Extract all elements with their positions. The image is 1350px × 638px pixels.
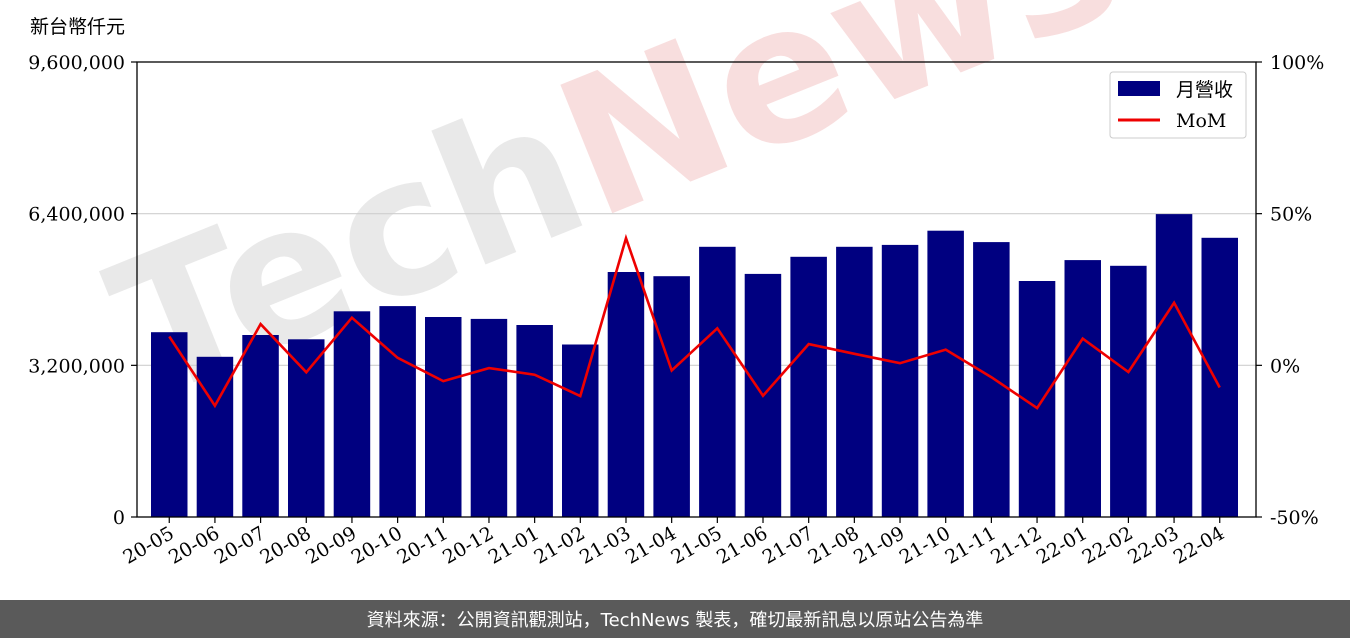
x-tick-label: 21-09 bbox=[850, 522, 908, 568]
bar-21-11 bbox=[973, 242, 1010, 517]
x-tick-label: 22-03 bbox=[1124, 522, 1182, 568]
x-tick-label: 21-02 bbox=[530, 522, 588, 568]
right-tick-label: 50% bbox=[1270, 204, 1312, 226]
x-tick-label: 21-06 bbox=[713, 522, 771, 568]
x-tick-label: 21-07 bbox=[759, 522, 817, 568]
watermark-part-news: News bbox=[530, 0, 1147, 261]
x-tick-label: 20-06 bbox=[165, 522, 223, 568]
left-tick-label: 3,200,000 bbox=[28, 355, 125, 377]
bar-21-09 bbox=[881, 244, 919, 517]
bar-21-01 bbox=[516, 325, 553, 517]
x-tick-label: 21-12 bbox=[987, 522, 1045, 568]
right-tick-label: 100% bbox=[1270, 52, 1324, 74]
bar-21-10 bbox=[927, 230, 964, 517]
bar-21-08 bbox=[836, 246, 873, 518]
left-axis: 0 3,200,000 6,400,000 9,600,000 bbox=[28, 52, 137, 529]
left-tick-label: 6,400,000 bbox=[28, 204, 125, 226]
x-tick-label: 21-01 bbox=[485, 522, 543, 568]
bar-22-03 bbox=[1155, 214, 1193, 517]
legend: 月營收 MoM bbox=[1109, 71, 1247, 139]
bar-21-07 bbox=[790, 256, 827, 517]
x-tick-label: 20-12 bbox=[439, 522, 497, 568]
legend-label-line: MoM bbox=[1176, 110, 1226, 132]
footer-bar: 資料來源：公開資訊觀測站，TechNews 製表，確切最新訊息以原站公告為準 bbox=[0, 600, 1350, 638]
right-axis: -50% 0% 50% 100% bbox=[1256, 52, 1324, 529]
right-tick-label: -50% bbox=[1270, 507, 1319, 529]
bar-21-04 bbox=[653, 276, 690, 517]
legend-swatch-bar bbox=[1118, 81, 1160, 96]
bar-21-02 bbox=[562, 344, 599, 517]
x-tick-label: 20-08 bbox=[256, 522, 314, 568]
right-tick-label: 0% bbox=[1270, 355, 1300, 377]
x-tick-label: 21-03 bbox=[576, 522, 634, 568]
bar-20-05 bbox=[151, 332, 188, 517]
footer-source-text: 資料來源：公開資訊觀測站，TechNews 製表，確切最新訊息以原站公告為準 bbox=[366, 610, 984, 631]
x-tick-label: 21-08 bbox=[804, 522, 862, 568]
x-tick-label: 20-11 bbox=[393, 522, 451, 568]
x-tick-label: 20-09 bbox=[302, 522, 360, 568]
bar-20-11 bbox=[425, 317, 462, 517]
y-unit-label: 新台幣仟元 bbox=[30, 16, 125, 38]
x-tick-label: 22-04 bbox=[1170, 522, 1228, 568]
mom-line bbox=[168, 233, 1221, 410]
plot-frame bbox=[136, 61, 1257, 518]
x-tick-label: 22-01 bbox=[1033, 522, 1091, 568]
x-tick-label: 21-05 bbox=[667, 522, 725, 568]
bar-22-04 bbox=[1201, 237, 1238, 518]
left-tick-label: 9,600,000 bbox=[28, 52, 125, 74]
x-tick-label: 20-10 bbox=[348, 522, 406, 568]
bar-20-08 bbox=[288, 339, 325, 517]
bar-20-10 bbox=[379, 306, 416, 517]
x-tick-label: 21-10 bbox=[896, 522, 954, 568]
bar-20-12 bbox=[470, 318, 508, 517]
x-tick-label: 20-05 bbox=[119, 522, 177, 568]
x-tick-label: 21-04 bbox=[622, 522, 680, 568]
bar-22-01 bbox=[1064, 260, 1101, 517]
bar-21-03 bbox=[607, 272, 645, 517]
legend-label-bar: 月營收 bbox=[1176, 79, 1233, 101]
x-tick-label: 21-11 bbox=[941, 522, 999, 568]
left-tick-label: 0 bbox=[113, 507, 125, 529]
bar-20-07 bbox=[242, 335, 279, 517]
x-axis: 20-0520-0620-0720-0820-0920-1020-1120-12… bbox=[119, 517, 1228, 569]
x-tick-label: 20-07 bbox=[211, 522, 269, 568]
x-tick-label: 22-02 bbox=[1078, 522, 1136, 568]
line-series bbox=[168, 233, 1221, 410]
bar-22-02 bbox=[1110, 265, 1147, 517]
bar-21-05 bbox=[699, 246, 736, 518]
bar-series bbox=[151, 214, 1238, 518]
bar-20-09 bbox=[333, 311, 371, 517]
